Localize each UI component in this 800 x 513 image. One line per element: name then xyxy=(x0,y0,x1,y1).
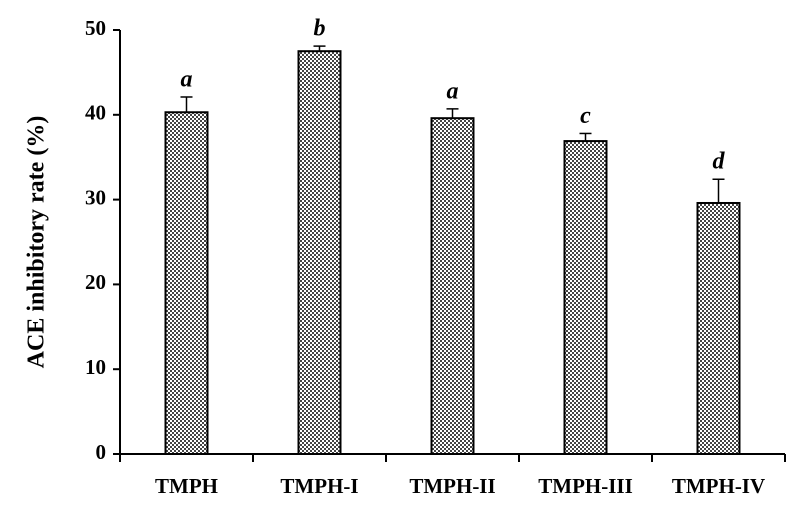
x-tick-label: TMPH xyxy=(155,474,218,498)
significance-letter: c xyxy=(580,103,591,129)
y-tick-label: 50 xyxy=(85,16,106,40)
y-tick-label: 10 xyxy=(85,355,106,379)
bar xyxy=(164,111,209,455)
x-tick-label: TMPH-II xyxy=(409,474,495,498)
x-tick-label: TMPH-III xyxy=(538,474,633,498)
y-tick-label: 20 xyxy=(85,270,106,294)
bar xyxy=(430,117,475,456)
y-axis-label: ACE inhibitory rate (%) xyxy=(24,116,50,369)
y-tick-label: 0 xyxy=(96,440,107,464)
x-tick-label: TMPH-I xyxy=(280,474,358,498)
bar xyxy=(696,201,741,455)
x-tick-label: TMPH-IV xyxy=(672,474,765,498)
significance-letter: b xyxy=(314,16,326,42)
bar xyxy=(297,50,342,455)
bar xyxy=(563,140,608,455)
significance-letter: a xyxy=(181,66,193,92)
significance-letter: a xyxy=(447,78,459,104)
significance-letter: d xyxy=(713,149,726,175)
y-tick-label: 30 xyxy=(85,185,106,209)
y-tick-label: 40 xyxy=(85,101,106,125)
